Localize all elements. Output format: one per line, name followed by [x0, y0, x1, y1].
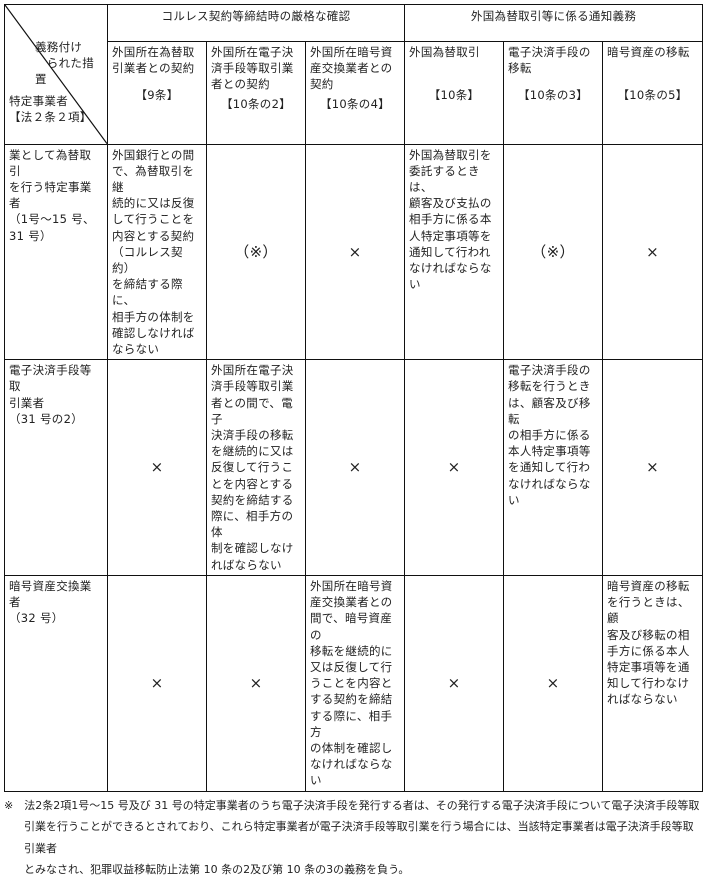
group-header-notification: 外国為替取引等に係る通知義務: [404, 4, 704, 42]
document: 義務付け られた措置 特定事業者 【法２条２項】 コルレス契約等締結時の厳格な確…: [4, 4, 704, 881]
column-header: 外国為替取引【10条】: [404, 40, 505, 145]
table-row: 電子決済手段等取 引業者 （31 号の2） × 外国所在電子決 済手段等取引業 …: [4, 359, 704, 576]
table-cell: ×: [503, 574, 604, 792]
column-label: 電子決済手段の 移転: [508, 44, 591, 75]
row-entity: 電子決済手段等取 引業者 （31 号の2）: [4, 359, 108, 576]
table-cell: ×: [107, 574, 207, 792]
row-entity: 業として為替取引 を行う特定事業者 （1号～15 号、 31 号）: [4, 143, 108, 361]
table-row: 業として為替取引 を行う特定事業者 （1号～15 号、 31 号） 外国銀行との…: [4, 143, 704, 361]
table-cell: ×: [304, 359, 406, 576]
column-header: 外国所在電子決 済手段等取引業 者との契約【10条の2】: [206, 40, 306, 145]
table-cell: ×: [602, 143, 704, 361]
column-label: 外国所在暗号資 産交換業者との 契約: [310, 44, 393, 92]
corner-obligation-label: 義務付け られた措置: [35, 40, 94, 87]
column-article: 【10条】: [428, 88, 480, 103]
obligations-table: 義務付け られた措置 特定事業者 【法２条２項】 コルレス契約等締結時の厳格な確…: [4, 4, 704, 792]
table-cell: ×: [602, 359, 704, 576]
column-label: 暗号資産の移転: [607, 44, 690, 59]
table-cell: ×: [404, 359, 505, 576]
column-label: 外国所在電子決 済手段等取引業 者との契約: [211, 44, 294, 92]
table-cell: 外国為替取引を 委託するときは、 顧客及び支払の 相手方に係る本 人特定事項等を…: [404, 143, 505, 361]
column-header: 外国所在為替取 引業者との契約【9条】: [107, 40, 207, 145]
table-cell: 外国所在暗号資 産交換業者との 間で、暗号資産の 移転を継続的に 又は反復して行…: [304, 574, 406, 792]
column-article: 【10条の3】: [517, 88, 589, 103]
column-article: 【10条の5】: [617, 88, 688, 103]
column-label: 外国為替取引: [409, 44, 480, 59]
column-header: 暗号資産の移転【10条の5】: [602, 40, 704, 145]
diagonal-divider: [5, 5, 107, 144]
corner-entity-label: 特定事業者 【法２条２項】: [9, 94, 92, 125]
table-cell: 暗号資産の移転 を行うときは、顧 客及び移転の相 手方に係る本人 特定事項等を通…: [602, 574, 704, 792]
table-cell: （※）: [206, 143, 306, 361]
footnote-line: 引業を行うことができるとされており、これら特定事業者が電子決済手段等取引業を行う…: [24, 820, 694, 855]
table-cell: 外国銀行との間 で、為替取引を継 続的に又は反復 して行うことを 内容とする契約…: [107, 143, 207, 361]
column-label: 外国所在為替取 引業者との契約: [112, 44, 195, 75]
group-header-correspondent: コルレス契約等締結時の厳格な確認: [106, 4, 406, 42]
column-header: 外国所在暗号資 産交換業者との 契約【10条の4】: [304, 40, 406, 145]
table-cell: 電子決済手段の 移転を行うとき は、顧客及び移転 の相手方に係る 本人特定事項等…: [503, 359, 604, 576]
table-cell: 外国所在電子決 済手段等取引業 者との間で、電子 決済手段の移転 を継続的に又は…: [206, 359, 306, 576]
corner-header: 義務付け られた措置 特定事業者 【法２条２項】: [4, 4, 108, 145]
row-entity: 暗号資産交換業者 （32 号）: [4, 574, 108, 792]
footnote-line: ※ 法2条2項1号～15 号及び 31 号の特定事業者のうち電子決済手段を発行す…: [4, 798, 700, 812]
column-article: 【9条】: [135, 88, 179, 103]
column-article: 【10条の2】: [220, 97, 292, 112]
column-article: 【10条の4】: [319, 97, 391, 112]
footnote: ※ 法2条2項1号～15 号及び 31 号の特定事業者のうち電子決済手段を発行す…: [4, 795, 704, 881]
table-cell: ×: [206, 574, 306, 792]
footnote-line: とみなされ、犯罪収益移転防止法第 10 条の2及び第 10 条の3の義務を負う。: [24, 863, 410, 877]
table-cell: ×: [107, 359, 207, 576]
column-header: 電子決済手段の 移転【10条の3】: [503, 40, 604, 145]
table-row: 暗号資産交換業者 （32 号） × × 外国所在暗号資 産交換業者との 間で、暗…: [4, 574, 704, 792]
table-cell: （※）: [503, 143, 604, 361]
table-cell: ×: [404, 574, 505, 792]
table-cell: ×: [304, 143, 406, 361]
